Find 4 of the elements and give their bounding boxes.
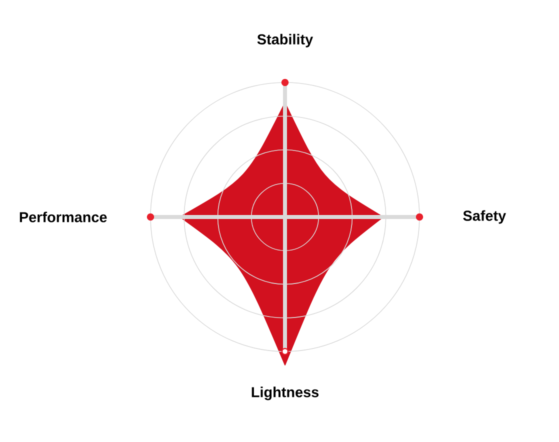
spoke-label: Lightness <box>252 386 319 400</box>
spoke-label: Performance <box>20 212 107 222</box>
spoke-label: Safety <box>463 210 506 224</box>
spoke-label: Stability <box>257 34 314 48</box>
